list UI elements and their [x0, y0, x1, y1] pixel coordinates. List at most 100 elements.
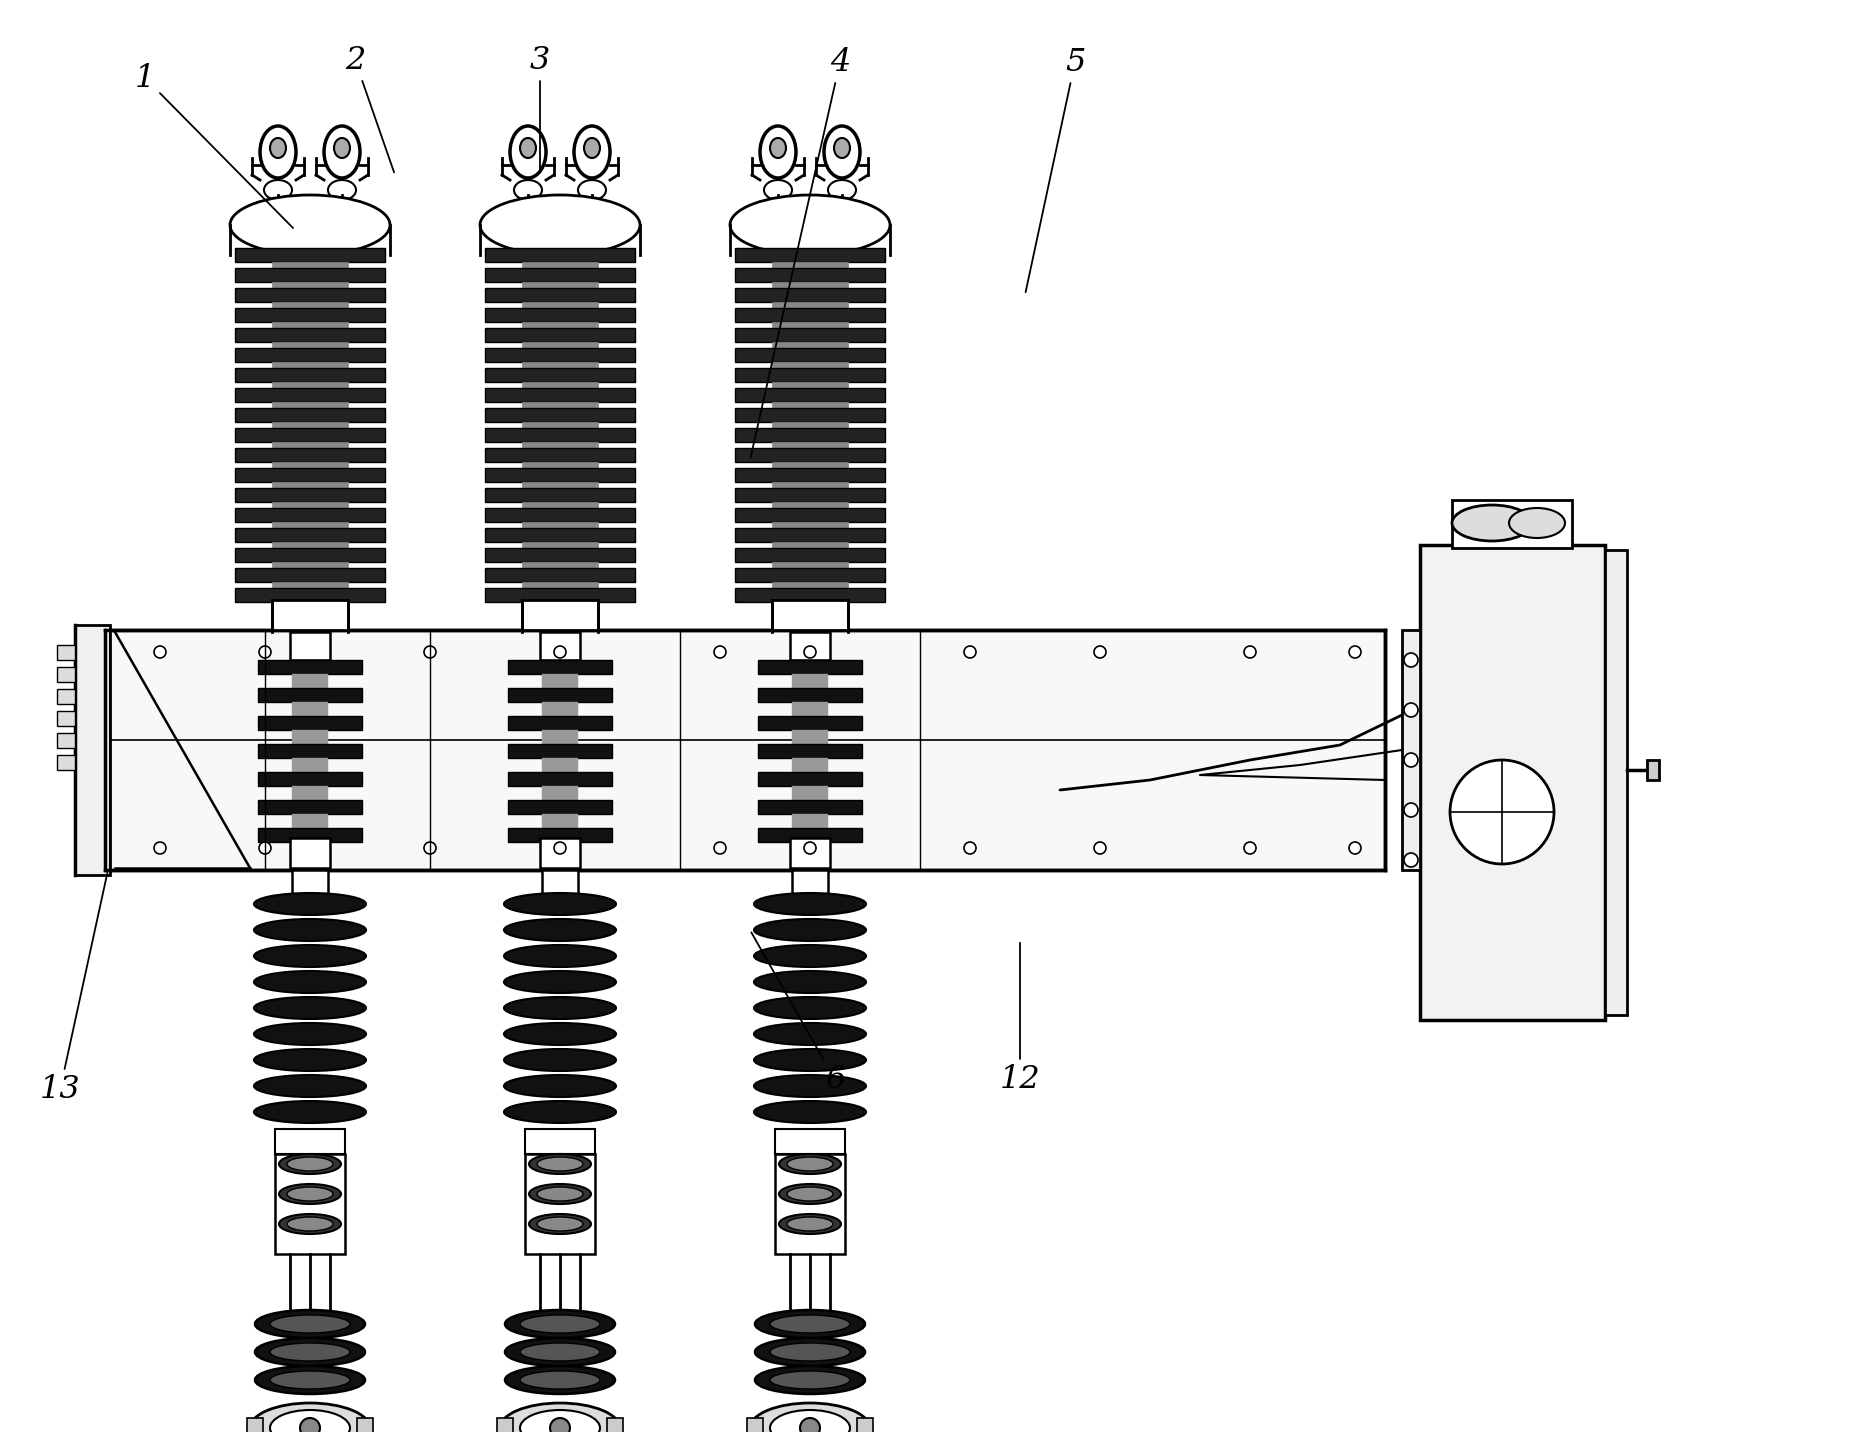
Bar — [484, 308, 634, 322]
Circle shape — [1404, 703, 1417, 717]
Ellipse shape — [770, 137, 787, 158]
Bar — [291, 871, 328, 895]
Ellipse shape — [505, 1310, 616, 1337]
Bar — [258, 716, 362, 730]
Ellipse shape — [761, 126, 796, 178]
Bar — [521, 463, 597, 468]
Bar — [772, 282, 848, 288]
Bar — [792, 758, 827, 772]
Bar — [735, 348, 885, 362]
Circle shape — [260, 646, 271, 657]
Bar — [1402, 630, 1419, 871]
Bar — [58, 733, 74, 748]
Bar — [542, 786, 579, 800]
Bar — [772, 503, 848, 508]
Ellipse shape — [755, 1366, 864, 1393]
Bar — [759, 800, 863, 813]
Bar — [772, 442, 848, 448]
Bar — [484, 388, 634, 402]
Ellipse shape — [510, 126, 545, 178]
Ellipse shape — [505, 945, 616, 967]
Bar — [236, 528, 386, 541]
Bar — [792, 730, 827, 745]
Bar — [273, 342, 349, 348]
Bar — [759, 716, 863, 730]
Ellipse shape — [579, 180, 607, 200]
Ellipse shape — [278, 1184, 341, 1204]
Bar — [236, 368, 386, 382]
Bar — [356, 1418, 373, 1432]
Ellipse shape — [288, 1217, 334, 1232]
Circle shape — [1451, 760, 1554, 863]
Ellipse shape — [271, 1370, 351, 1389]
Bar — [748, 1418, 762, 1432]
Bar — [540, 838, 581, 868]
Ellipse shape — [254, 971, 365, 992]
Circle shape — [1349, 842, 1362, 853]
Ellipse shape — [779, 1214, 840, 1234]
Bar — [735, 408, 885, 422]
Bar — [772, 483, 848, 488]
Ellipse shape — [505, 1366, 616, 1393]
Bar — [484, 248, 634, 262]
Bar — [607, 1418, 623, 1432]
Bar — [236, 288, 386, 302]
Bar — [508, 687, 612, 702]
Ellipse shape — [787, 1157, 833, 1171]
Bar — [521, 442, 597, 448]
Ellipse shape — [254, 1022, 365, 1045]
Bar — [258, 660, 362, 674]
Bar — [236, 448, 386, 463]
Circle shape — [1094, 646, 1106, 657]
Ellipse shape — [505, 971, 616, 992]
Ellipse shape — [770, 1315, 850, 1333]
Bar — [484, 428, 634, 442]
Bar — [540, 632, 581, 660]
Bar — [484, 488, 634, 503]
Ellipse shape — [254, 1101, 365, 1123]
Ellipse shape — [755, 1337, 864, 1366]
Ellipse shape — [501, 1403, 620, 1432]
Circle shape — [555, 646, 566, 657]
Ellipse shape — [731, 195, 890, 255]
Ellipse shape — [824, 126, 861, 178]
Bar — [521, 362, 597, 368]
Bar — [273, 382, 349, 388]
Bar — [273, 442, 349, 448]
Ellipse shape — [764, 180, 792, 200]
Bar — [289, 838, 330, 868]
Bar — [1419, 546, 1605, 1020]
Circle shape — [965, 842, 976, 853]
Ellipse shape — [254, 894, 365, 915]
Bar — [542, 871, 579, 895]
Bar — [792, 871, 827, 895]
Bar — [484, 368, 634, 382]
Bar — [291, 730, 328, 745]
Bar — [484, 589, 634, 601]
Bar — [521, 282, 597, 288]
Bar — [273, 402, 349, 408]
Ellipse shape — [827, 180, 855, 200]
Ellipse shape — [230, 195, 390, 255]
Bar — [735, 589, 885, 601]
Bar — [74, 624, 109, 875]
Bar — [497, 1418, 514, 1432]
Bar — [735, 448, 885, 463]
Bar — [58, 755, 74, 770]
Bar — [273, 541, 349, 548]
Circle shape — [714, 646, 725, 657]
Ellipse shape — [278, 1214, 341, 1234]
Ellipse shape — [753, 997, 866, 1020]
Bar — [275, 1128, 345, 1154]
Bar — [236, 248, 386, 262]
Bar — [273, 581, 349, 589]
Bar — [484, 328, 634, 342]
Bar — [508, 800, 612, 813]
Circle shape — [555, 842, 566, 853]
Bar — [735, 428, 885, 442]
Text: 6: 6 — [751, 932, 846, 1095]
Bar — [521, 262, 597, 268]
Ellipse shape — [254, 919, 365, 941]
Ellipse shape — [584, 137, 599, 158]
Ellipse shape — [505, 1050, 616, 1071]
